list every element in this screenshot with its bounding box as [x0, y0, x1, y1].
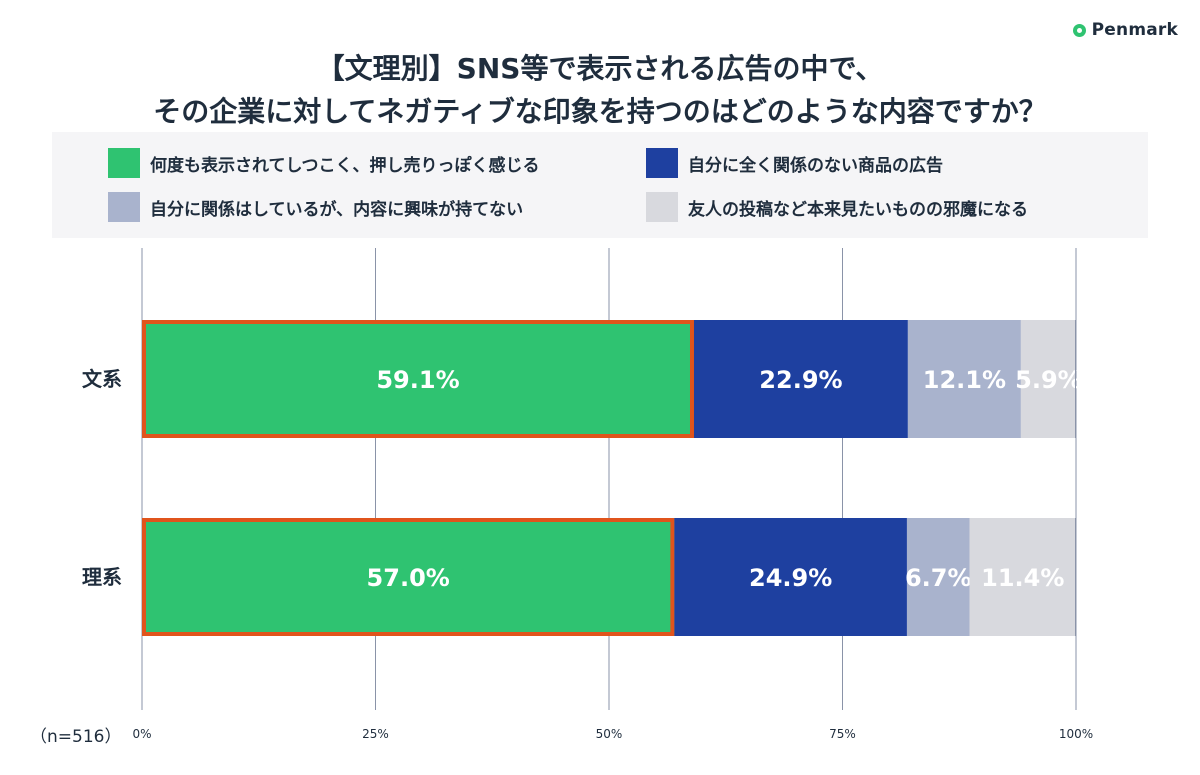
data-label: 59.1%	[376, 366, 459, 394]
legend-item-repetitive: 何度も表示されてしつこく、押し売りっぽく感じる	[108, 148, 539, 178]
bar-end-edge	[1075, 518, 1076, 636]
bar-segment	[674, 518, 907, 636]
data-label: 6.7%	[905, 564, 972, 592]
data-label: 22.9%	[759, 366, 842, 394]
penmark-logo-icon	[1072, 23, 1086, 37]
legend-label: 何度も表示されてしつこく、押し売りっぽく感じる	[150, 155, 540, 176]
data-label: 11.4%	[981, 564, 1064, 592]
data-label: 12.1%	[923, 366, 1006, 394]
legend-swatch	[108, 192, 140, 222]
bar-segment	[907, 320, 1021, 438]
x-tick-label: 100%	[1059, 727, 1093, 741]
sample-size-note: （n=516）	[30, 727, 122, 747]
legend-swatch	[646, 148, 678, 178]
bar-segment	[969, 518, 1076, 636]
x-tick-label: 75%	[829, 727, 856, 741]
x-tick-label: 0%	[132, 727, 151, 741]
legend-swatch	[646, 192, 678, 222]
legend-item-intrusive: 友人の投稿など本来見たいものの邪魔になる	[646, 192, 1028, 222]
data-label: 24.9%	[749, 564, 832, 592]
bar-segment	[1020, 320, 1076, 438]
legend-label: 友人の投稿など本来見たいものの邪魔になる	[688, 199, 1028, 220]
bar-segment	[693, 320, 908, 438]
x-tick-label: 50%	[596, 727, 623, 741]
bar-segment	[906, 518, 970, 636]
bar-segment	[142, 518, 675, 636]
bar-segment	[142, 320, 694, 438]
category-label: 理系	[82, 565, 122, 589]
legend: 何度も表示されてしつこく、押し売りっぽく感じる 自分に全く関係のない商品の広告 …	[52, 132, 1148, 238]
bar-highlight-outline	[142, 518, 675, 636]
legend-label: 自分に関係はしているが、内容に興味が持てない	[150, 199, 524, 220]
bar-end-edge	[1075, 320, 1076, 438]
legend-item-uninteresting: 自分に関係はしているが、内容に興味が持てない	[108, 192, 523, 222]
brand-logo: Penmark	[1072, 20, 1178, 40]
data-label: 5.9%	[1015, 366, 1082, 394]
chart-subtitle: その企業に対してネガティブな印象を持つのはどのような内容ですか？	[153, 95, 1047, 128]
legend-swatch	[108, 148, 140, 178]
x-tick-label: 25%	[362, 727, 389, 741]
data-label: 57.0%	[367, 564, 450, 592]
category-label: 文系	[82, 367, 122, 391]
brand-name: Penmark	[1091, 20, 1178, 40]
bar-highlight-outline	[142, 320, 694, 438]
legend-item-unrelated: 自分に全く関係のない商品の広告	[646, 148, 943, 178]
legend-label: 自分に全く関係のない商品の広告	[688, 155, 943, 176]
chart-title: 【文理別】SNS等で表示される広告の中で、	[316, 52, 884, 85]
